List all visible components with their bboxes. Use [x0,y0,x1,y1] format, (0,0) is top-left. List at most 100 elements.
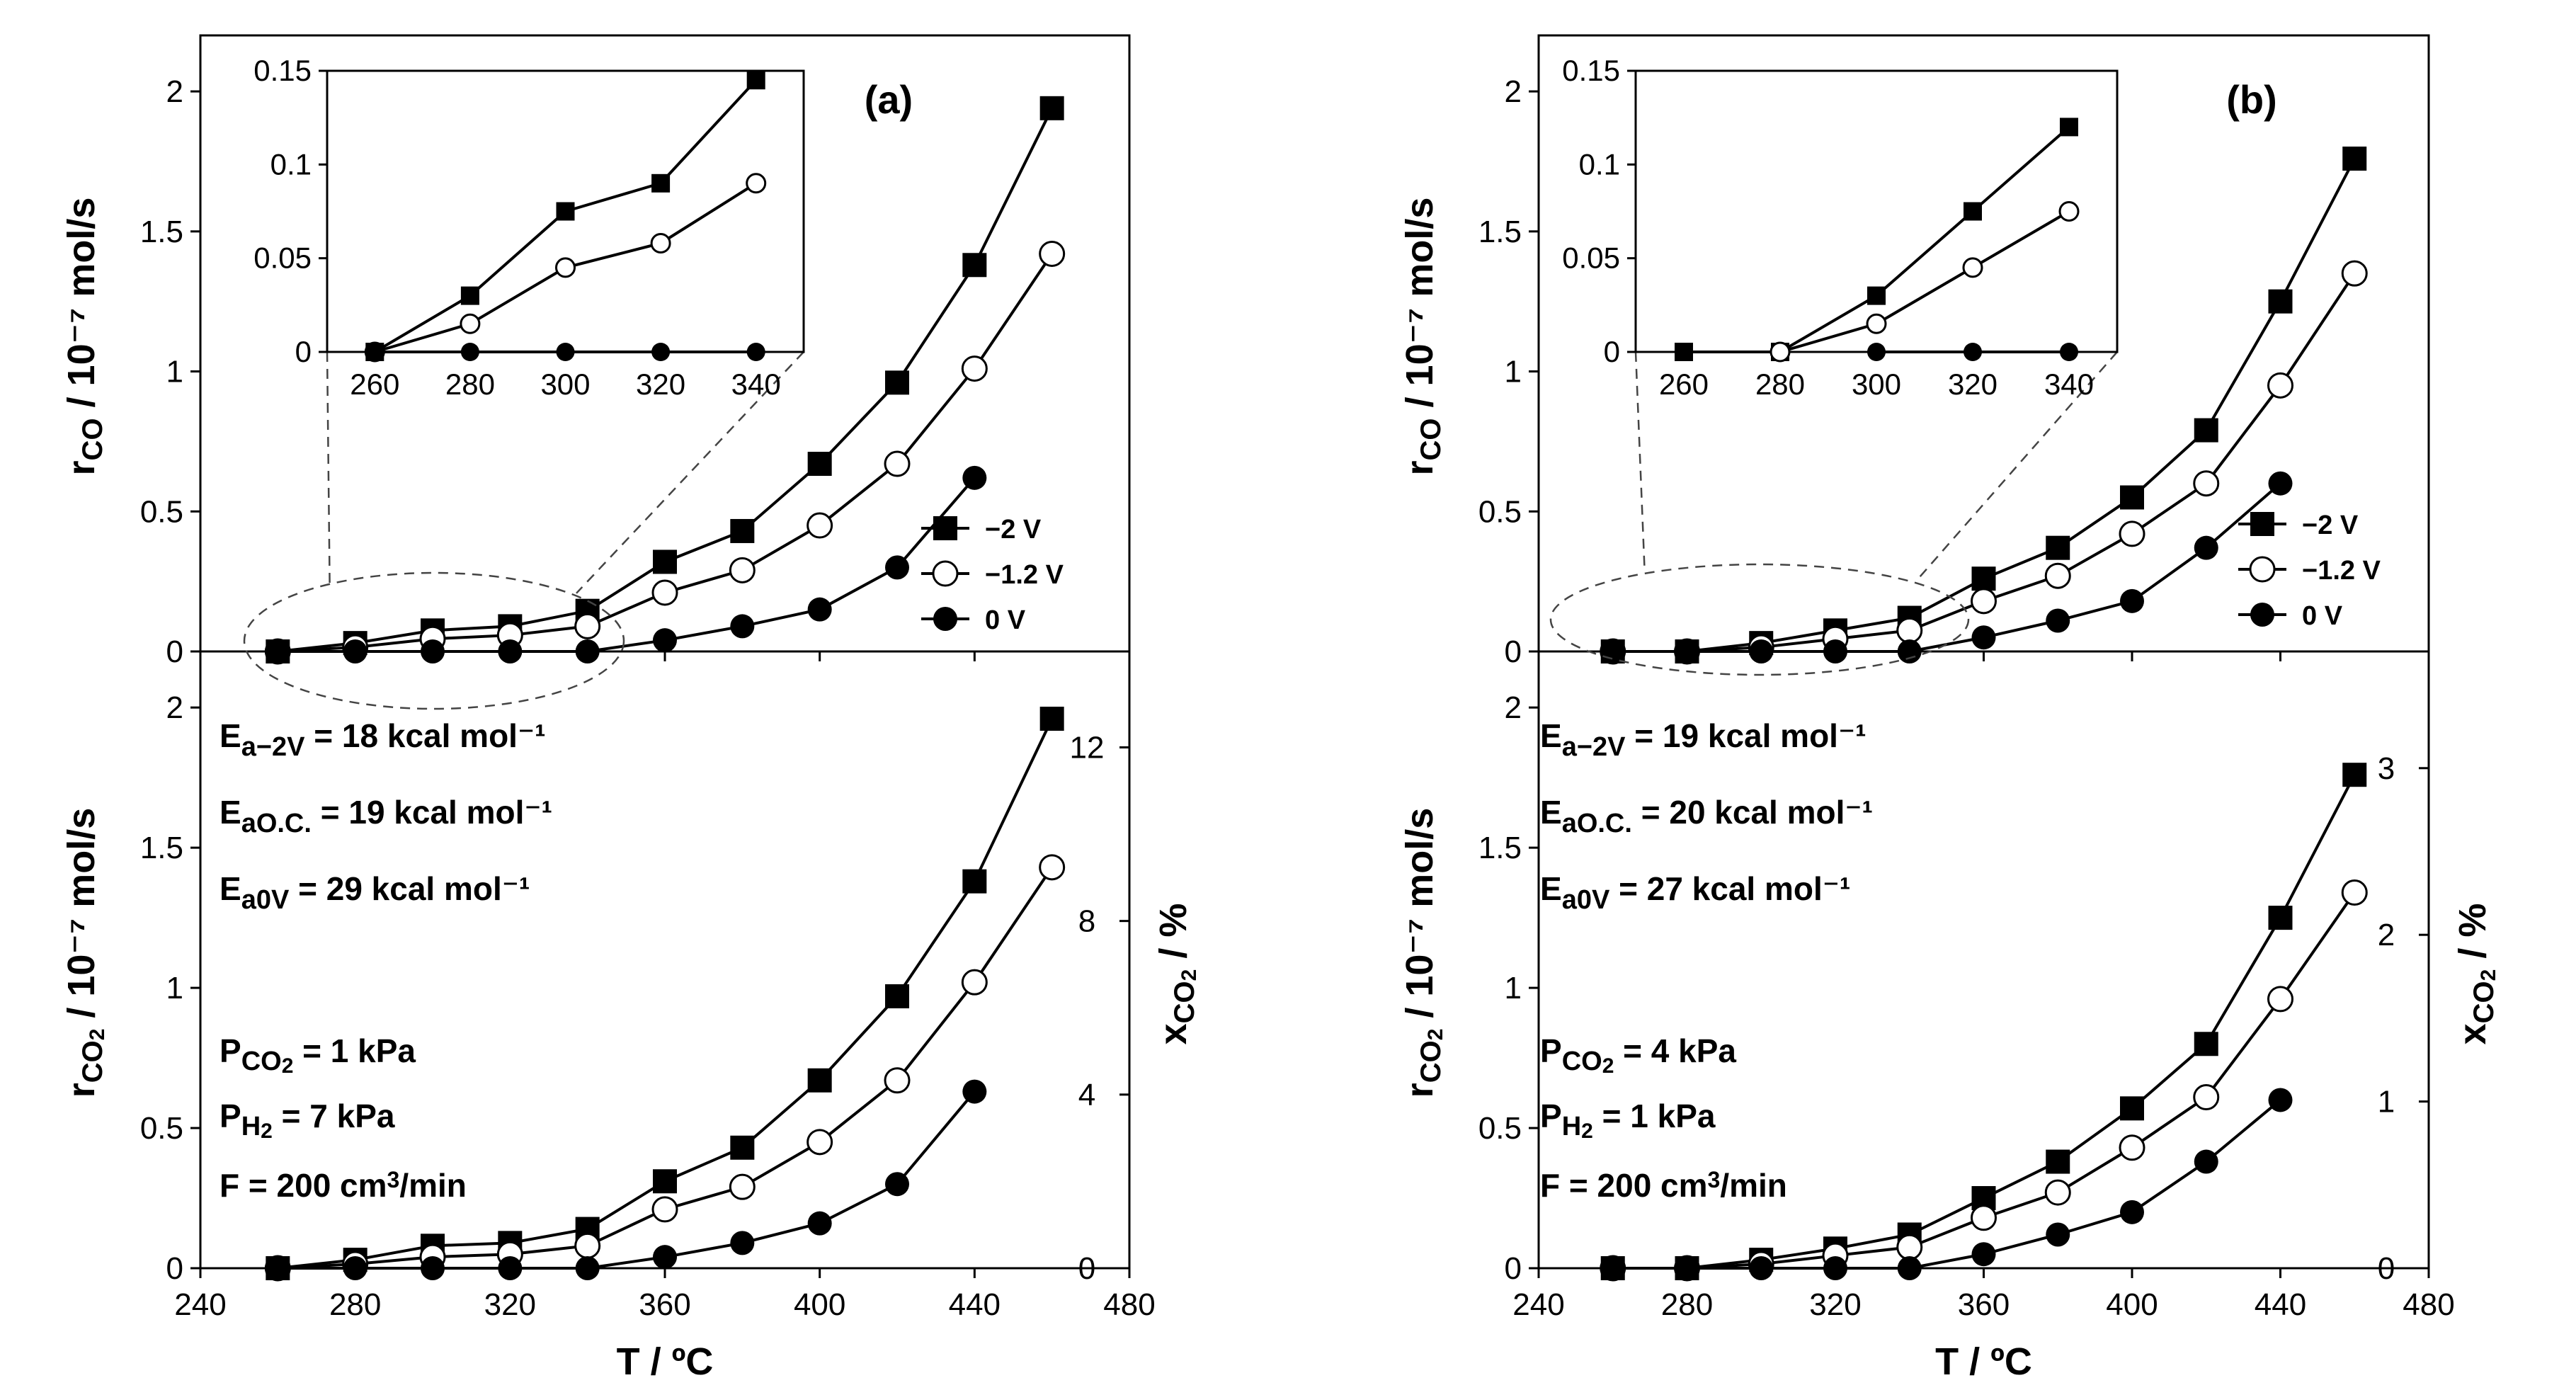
bottom-series-point-2-4 [1897,1256,1922,1280]
inset-series-point-2-0 [1867,343,1886,361]
text-span: = 27 kcal mol⁻¹ [1609,870,1850,907]
inset-series-point-1-4 [746,173,767,194]
top-y-axis-title: rCO / 10⁻⁷ mol/s [1398,198,1447,476]
xtick-label: 480 [1103,1287,1155,1322]
bottom-series-point-1-7 [807,1129,833,1156]
text-span: r [1398,1083,1441,1098]
text-span: = 7 kPa [273,1098,395,1134]
bottom-ytick-label: 0 [166,1251,183,1286]
text-span: CO [77,1040,108,1083]
text-span: = 1 kPa [1593,1098,1716,1134]
xtick-label: 480 [2403,1287,2454,1322]
inset-series-point-2-1 [460,343,479,361]
top-series-point-0-7 [807,452,832,477]
top-series-point-1-9 [961,355,988,382]
inset-ytick-label: 0.05 [1562,241,1620,275]
top-series-point-0-5 [1971,566,1996,591]
bottom-ytick-label: 0.5 [1478,1111,1522,1146]
text-span: r [60,1083,103,1098]
top-ytick-label: 2 [166,74,183,109]
legend-label-1: −1.2 V [2302,556,2381,586]
bottom-series-point-2-6 [2046,1222,2070,1247]
inset-series-point-1-3 [650,232,671,253]
xtick-label: 440 [2255,1287,2306,1322]
inset-series-point-0-2 [1867,286,1886,305]
bottom-series-point-0-6 [2046,1149,2070,1174]
bottom-series-point-2-8 [885,1172,909,1197]
text-span: = 18 kcal mol⁻¹ [305,717,546,754]
text-span: / 10⁻⁷ mol/s [1398,198,1441,418]
y2-tick-label: 4 [1078,1078,1095,1112]
bottom-series-line-2 [1612,1098,2281,1270]
bottom-series-point-2-4 [575,1256,600,1280]
text-span: aO.C. [241,809,312,838]
top-series-point-1-5 [1971,588,1997,615]
top-series-point-0-6 [2046,535,2070,560]
bottom-series-point-2-1 [1675,1256,1699,1280]
text-span: 3 [387,1167,400,1192]
top-series-point-1-4 [574,613,601,639]
inset-series-point-0-0 [1675,343,1693,361]
bottom-ytick-label: 2 [1505,690,1522,725]
xtick-label: 400 [794,1287,845,1322]
flow-rate: F = 200 cm3/min [220,1167,467,1204]
inset-ytick-label: 0.15 [1562,54,1620,87]
bottom-series-point-1-9 [961,969,988,996]
bottom-series-point-2-3 [1823,1256,1847,1280]
inset-xtick-label: 260 [350,368,399,401]
text-span: = 4 kPa [1614,1032,1736,1069]
legend-label-2: 0 V [2302,601,2343,631]
inset-series-point-1-3 [2058,201,2080,222]
bottom-series-line-2 [278,1090,976,1270]
zoom-connector-left [1634,351,1646,573]
inset-xtick-label: 280 [445,368,495,401]
text-span: a−2V [1562,732,1626,762]
inset-xtick-label: 300 [540,368,590,401]
bottom-series-point-1-6 [729,1173,756,1200]
top-series-point-2-2 [421,639,445,663]
zoom-connector-left [326,351,331,583]
text-span: P [220,1032,241,1069]
text-span: = 19 kcal mol⁻¹ [1626,717,1867,754]
top-ytick-label: 0 [1505,634,1522,669]
top-ytick-label: 1 [1505,355,1522,389]
bottom-series-point-2-9 [962,1079,987,1104]
top-ytick-label: 1 [166,355,183,389]
top-series-point-1-7 [807,512,833,539]
inset-xtick-label: 340 [731,368,781,401]
top-ytick-label: 0 [166,634,183,669]
top-series-point-2-6 [2046,608,2070,633]
bottom-series-point-2-5 [1971,1242,1996,1267]
bottom-series-point-2-6 [730,1231,755,1255]
legend-marker-1 [932,560,959,587]
top-series-line-2 [1612,482,2281,653]
bottom-y-axis-title: rCO2 / 10⁻⁷ mol/s [60,808,109,1098]
inset-series-point-1-2 [1962,257,1983,278]
bottom-series-point-1-8 [2193,1083,2220,1110]
inset-xtick-label: 260 [1659,368,1709,401]
inset-ytick-label: 0.05 [253,241,312,275]
bottom-ytick-label: 1.5 [140,831,183,865]
bottom-series-point-1-4 [574,1232,601,1259]
inset-series-line-1 [1779,210,2070,353]
bottom-series-point-0-10 [2342,763,2367,787]
text-span: a−2V [241,732,305,762]
bottom-y-axis-title: rCO2 / 10⁻⁷ mol/s [1398,808,1447,1098]
text-span: / 10⁻⁷ mol/s [60,198,103,418]
inset-series-point-1-1 [460,313,481,334]
top-series-point-0-7 [2120,485,2144,510]
panel-label: (b) [2226,77,2277,122]
text-span: = 20 kcal mol⁻¹ [1632,794,1873,831]
legend-marker-1 [2249,556,2276,583]
inset-xtick-label: 280 [1755,368,1805,401]
text-span: CO [1415,1040,1447,1083]
bottom-series-point-1-9 [2267,986,2293,1013]
text-span: CO [77,418,108,460]
text-span: 2 [261,1120,273,1143]
bottom-series-point-2-2 [421,1256,445,1280]
text-span: 2 [1581,1120,1593,1143]
xtick-label: 400 [2106,1287,2158,1322]
legend-label-2: 0 V [985,605,1026,635]
text-span: = 29 kcal mol⁻¹ [289,870,530,907]
